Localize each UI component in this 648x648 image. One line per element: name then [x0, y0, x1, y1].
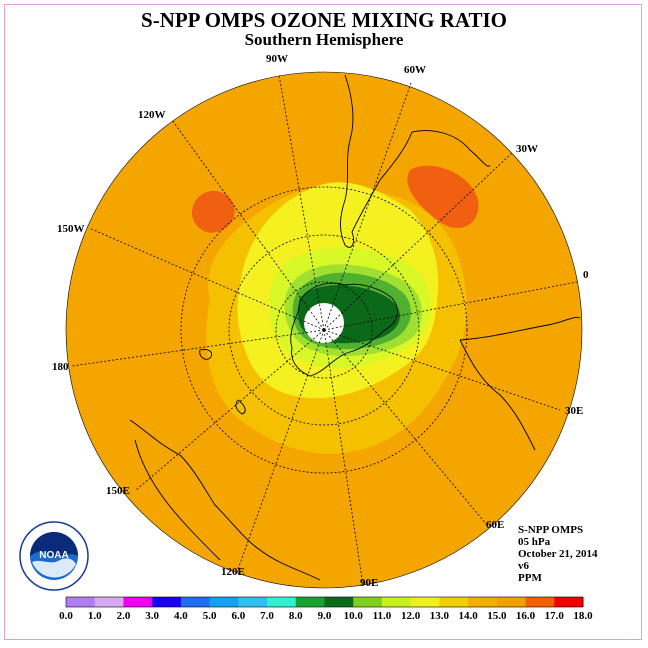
noaa-logo: NOAA — [19, 521, 89, 591]
meridian-180 — [71, 329, 325, 367]
south-america-coast-2 — [411, 130, 491, 167]
colorbar-tick-label: 17.0 — [545, 610, 565, 622]
colorbar-swatch — [180, 597, 211, 607]
lon-label-60w: 60W — [404, 64, 426, 76]
lon-label-150e: 150E — [106, 485, 130, 497]
lon-label-120e: 120E — [221, 566, 245, 578]
meridian-30e — [323, 329, 561, 411]
colorbar-tick-label: 0.0 — [59, 610, 73, 622]
contour-16-west — [191, 190, 235, 233]
south-america-coast — [340, 74, 413, 248]
lat-circle-60 — [180, 186, 468, 474]
colorbar-tick-label: 15.0 — [487, 610, 507, 622]
colorbar-swatch — [353, 597, 383, 607]
australia-coast-2 — [134, 439, 221, 561]
colorbar-swatch — [94, 597, 124, 607]
graticule — [71, 74, 578, 586]
africa-coast — [459, 316, 581, 451]
plot-frame — [4, 4, 642, 640]
lon-label-30e: 30E — [565, 405, 583, 417]
lon-label-120w: 120W — [138, 109, 166, 121]
meridian-90e — [323, 329, 364, 586]
lon-label-180: 180 — [52, 361, 69, 373]
colorbar-tick-label: 7.0 — [260, 610, 274, 622]
colorbar-tick-label: 6.0 — [231, 610, 245, 622]
map-subtitle: Southern Hemisphere — [244, 30, 404, 49]
info-instrument: S-NPP OMPS — [518, 524, 584, 536]
colorbar-swatch — [381, 597, 412, 607]
colorbar-tick-label: 2.0 — [117, 610, 131, 622]
info-version: v6 — [518, 560, 529, 572]
colorbar-tick-label: 12.0 — [401, 610, 421, 622]
antarctica-coast — [290, 282, 399, 377]
colorbar-swatch — [525, 597, 555, 607]
lon-label-90w: 90W — [266, 53, 288, 65]
colorbar-swatch — [209, 597, 239, 607]
info-units: PPM — [518, 572, 542, 584]
colorbar-swatch — [267, 597, 297, 607]
colorbar-swatch — [496, 597, 527, 607]
colorbar-swatch — [324, 597, 354, 607]
colorbar-swatch — [66, 597, 96, 607]
meridian-150e — [135, 329, 325, 491]
map-boundary — [65, 71, 583, 589]
colorbar-tick-label: 1.0 — [88, 610, 102, 622]
colorbar-tick-label: 16.0 — [516, 610, 536, 622]
lon-label-150w: 150W — [57, 223, 85, 235]
colorbar-tick-label: 9.0 — [318, 610, 332, 622]
colorbar-border — [65, 596, 584, 608]
noaa-logo-text: NOAA — [39, 550, 68, 561]
australia-coast — [129, 419, 321, 581]
colorbar-tick-label: 11.0 — [373, 610, 392, 622]
colorbar-swatch — [439, 597, 469, 607]
lon-label-60e: 60E — [486, 519, 504, 531]
colorbar-swatch — [152, 597, 182, 607]
info-level: 05 hPa — [518, 536, 551, 548]
colorbar-swatch — [238, 597, 268, 607]
meridian-90w — [278, 74, 325, 331]
info-date: October 21, 2014 — [518, 548, 598, 560]
colorbar-tick-label: 14.0 — [458, 610, 478, 622]
colorbar-tick-label: 13.0 — [430, 610, 450, 622]
polar-no-data — [304, 303, 344, 343]
meridian-150w — [88, 227, 325, 331]
meridian-0 — [323, 281, 578, 331]
contour-16-east — [407, 165, 479, 228]
meridian-30w — [323, 152, 513, 331]
lat-circle-80 — [275, 281, 373, 379]
colorbar: 0.0 1.0 2.0 3.0 4.0 5.0 6.0 7.0 8.0 9.0 10.0 11.0 12… — [59, 596, 593, 622]
lon-label-0: 0 — [583, 269, 589, 281]
colorbar-tick-label: 5.0 — [203, 610, 217, 622]
lon-label-30w: 30W — [516, 143, 538, 155]
coastlines — [129, 74, 581, 581]
colorbar-tick-label: 4.0 — [174, 610, 188, 622]
meridian-120w — [171, 119, 325, 331]
map-title: S-NPP OMPS OZONE MIXING RATIO — [141, 8, 507, 32]
colorbar-swatch — [123, 597, 153, 607]
colorbar-swatch — [554, 597, 584, 607]
colorbar-tick-label: 3.0 — [145, 610, 159, 622]
meridian-120e — [236, 329, 325, 573]
lon-label-90e: 90E — [360, 577, 378, 589]
colorbar-swatch — [410, 597, 440, 607]
colorbar-swatch — [468, 597, 498, 607]
new-zealand-north — [199, 349, 213, 360]
lat-circle-70 — [228, 234, 420, 426]
colorbar-tick-label: 10.0 — [344, 610, 364, 622]
colorbar-swatch — [295, 597, 325, 607]
tasmania — [235, 399, 246, 415]
colorbar-tick-label: 18.0 — [573, 610, 593, 622]
colorbar-tick-label: 8.0 — [289, 610, 303, 622]
